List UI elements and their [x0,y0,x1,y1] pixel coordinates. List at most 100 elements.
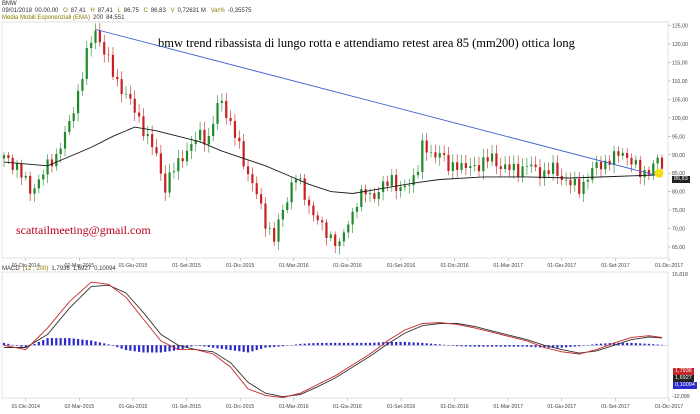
candle-body [133,98,136,113]
candle-body [443,153,446,155]
macd-histogram-bar [434,343,437,346]
macd-histogram-bar [464,345,468,347]
ohlc-high: 87,41 [97,8,113,14]
candle-body [15,163,19,170]
ohlc-volume: 0,72631 M [177,8,206,14]
macd-histogram-bar [429,343,433,346]
candle-body [50,159,54,167]
macd-histogram-bar [403,341,407,346]
candle-body [312,205,315,216]
macd-histogram-bar [321,342,324,346]
macd-histogram-bar [203,345,206,347]
price-x-tick-label: 01-Mar-2016 [279,263,309,269]
macd-params: (12 , 200) [22,266,49,272]
price-x-tick-label: 01-Giu-2015 [119,263,148,269]
macd-histogram-bar [90,340,93,346]
candle-body [225,100,228,118]
candle-body [124,93,128,95]
macd-histogram-bar [416,342,420,346]
candle-body [325,222,328,238]
macd-histogram-bar [525,345,529,347]
macd-histogram-bar [303,343,306,346]
candle-body [155,147,158,154]
candle-body [194,139,197,145]
candle-body [416,171,420,176]
macd-histogram-bar [81,339,84,346]
macd-histogram-bar [425,343,428,346]
macd-histogram-bar [508,345,511,347]
price-x-tick-label: 01-Dic-2015 [226,263,254,269]
candle-body [107,54,110,56]
macd-histogram-bar [364,342,367,346]
candle-body [617,151,620,156]
macd-histogram-bar [312,343,315,346]
macd-histogram-bar [347,342,350,346]
candle-body [634,159,637,165]
macd-histogram-bar [159,345,162,353]
price-x-tick-label: 01-Set-2017 [601,263,630,269]
candle-body [177,158,180,172]
macd-histogram-bar [521,345,524,347]
ohlc-var-label: Var% [210,8,225,14]
macd-histogram-bar [334,342,337,346]
macd-histogram-bar [7,343,10,346]
macd-histogram-bar [351,342,354,346]
candle-body [2,155,6,159]
price-x-tick-label: 01-Mar-2017 [493,263,523,269]
macd-histogram-bar [294,344,298,346]
macd-histogram-bar [72,338,75,346]
macd-histogram-bar [399,341,402,346]
macd-histogram-bar [373,342,376,346]
chart-annotation: bmw trend ribassista di lungo rotta e at… [158,36,575,50]
macd-histogram-bar [599,343,603,346]
candle-body [246,166,250,175]
candle-body [168,172,171,193]
macd-histogram-bar [342,342,345,346]
macd-histogram-bar [643,343,646,346]
candle-body [599,161,603,170]
price-y-tick-label: 85,00 [672,171,685,177]
candle-body [103,42,106,55]
macd-histogram-bar [630,342,633,346]
macd-histogram-bar [164,345,167,352]
candle-body [464,163,468,168]
macd-histogram-bar [129,345,132,351]
candle-body [76,90,80,114]
macd-histogram-bar [355,342,359,346]
candle-body [111,54,115,77]
candle-body [151,134,154,148]
candle-body [229,117,232,122]
macd-histogram-bar [37,341,40,346]
macd-histogram-bar [255,345,258,351]
macd-histogram-bar [504,345,507,347]
macd-histogram-bar [68,338,71,346]
candle-body [29,175,32,194]
macd-label: MACD [2,266,20,272]
macd-histogram-bar [621,342,624,346]
ohlc-open: 87,41 [70,8,86,14]
candle-body [277,219,280,242]
macd-histogram-bar [534,345,537,348]
ema200-line [3,126,663,194]
macd-histogram-bar [2,342,6,346]
candle-body [273,228,276,242]
macd-x-tick-label: 01-Dic-2016 [440,404,468,410]
price-y-tick-label: 70,00 [672,227,685,233]
macd-histogram-bar [639,343,642,346]
macd-histogram-bar [634,343,637,346]
candle-body [129,93,132,99]
candle-body [652,163,655,175]
candle-body [556,162,559,176]
macd-histogram-bar [212,345,215,348]
macd-x-tick-label: 01-Mar-2017 [493,404,523,410]
macd-histogram-bar [155,345,158,353]
macd-histogram-bar [408,342,411,346]
macd-histogram-bar [490,345,494,347]
macd-tag-1: 1,7936 [673,368,694,375]
macd-histogram-bar [412,342,415,346]
macd-histogram-bar [268,345,271,348]
macd-histogram-bar [238,345,241,352]
macd-histogram-bar [551,345,555,348]
candle-body [373,193,376,199]
macd-line [3,281,663,399]
